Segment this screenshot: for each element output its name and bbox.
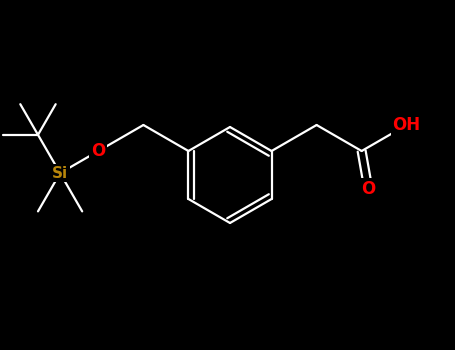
Text: O: O: [361, 180, 375, 198]
Text: OH: OH: [393, 116, 421, 134]
Text: O: O: [91, 142, 106, 160]
Text: Si: Si: [52, 166, 68, 181]
